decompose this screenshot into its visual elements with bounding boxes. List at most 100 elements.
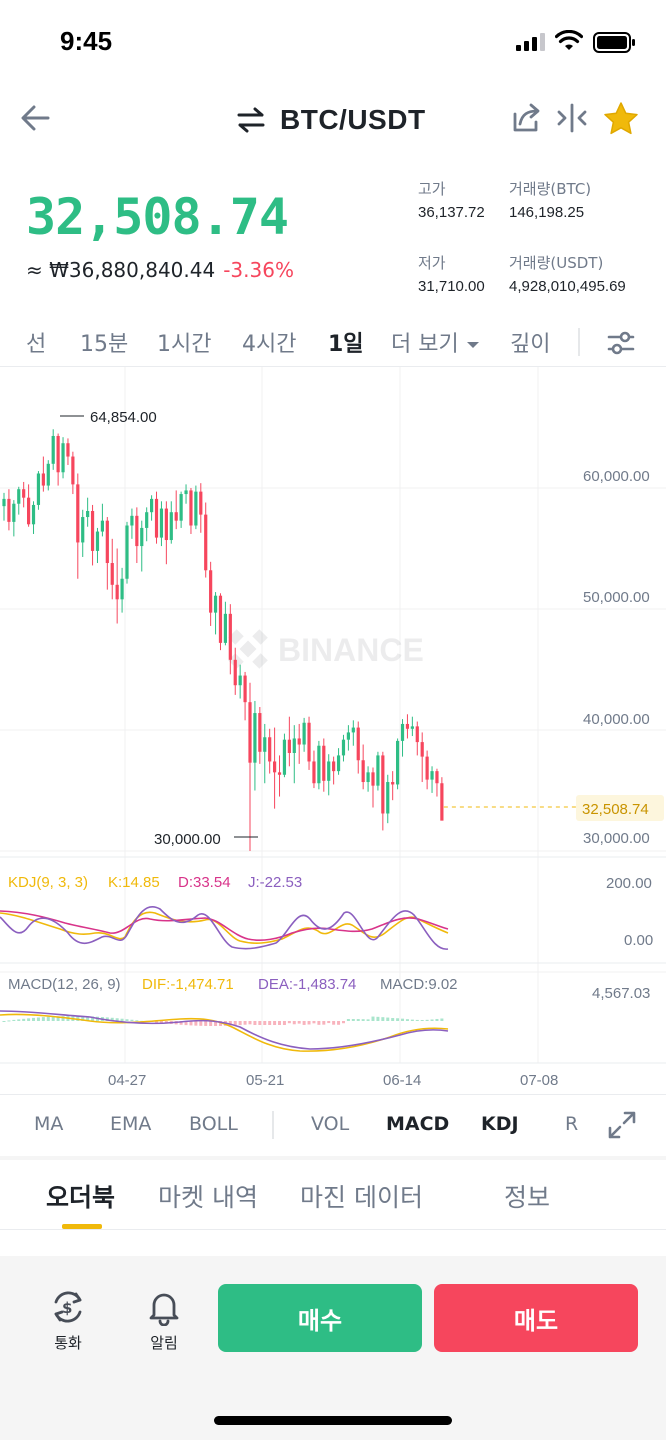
- indicator-vol[interactable]: VOL: [311, 1113, 350, 1135]
- pair-selector[interactable]: BTC/USDT: [236, 100, 426, 140]
- candle-body: [307, 722, 311, 762]
- candle-body: [130, 515, 134, 526]
- candle-body: [76, 484, 80, 543]
- candle-body: [56, 435, 60, 473]
- active-tab-indicator: [62, 1224, 102, 1229]
- macd-bar: [401, 1018, 405, 1021]
- tf-more[interactable]: 더 보기: [391, 326, 481, 358]
- macd-bar: [228, 1021, 232, 1026]
- tab-info[interactable]: 정보: [504, 1183, 551, 1212]
- back-arrow-icon[interactable]: [16, 98, 56, 138]
- macd-bar: [233, 1021, 237, 1026]
- candle-body: [243, 675, 247, 703]
- macd-bar: [189, 1021, 193, 1026]
- candle-body: [233, 659, 237, 686]
- candle-body: [420, 742, 424, 757]
- high-label: 고가: [418, 180, 446, 198]
- bell-icon: [149, 1293, 179, 1327]
- chart-area[interactable]: BINANCE 64,854.00 30,000.00 60,000.00 50…: [0, 366, 666, 1092]
- macd-bar: [248, 1021, 252, 1025]
- binance-watermark: BINANCE: [228, 629, 424, 669]
- kdj-k: K:14.85: [108, 874, 160, 891]
- candle-body: [425, 756, 429, 780]
- macd-bar: [405, 1019, 409, 1021]
- macd-bar: [302, 1021, 306, 1025]
- krw-price: ≈ ₩36,880,840.44: [26, 258, 216, 282]
- candle-body: [322, 745, 326, 781]
- macd-bar: [268, 1021, 272, 1025]
- candle-body: [371, 772, 375, 786]
- macd-bar: [125, 1019, 129, 1021]
- price-conversion: ≈ ₩36,880,840.44 -3.36%: [26, 258, 294, 282]
- tf-4h[interactable]: 4시간: [242, 332, 297, 357]
- low-label: 저가: [418, 254, 446, 272]
- indicator-ma[interactable]: MA: [34, 1113, 64, 1135]
- candle-body: [174, 512, 178, 521]
- candle-body: [332, 761, 336, 772]
- tf-depth[interactable]: 깊이: [510, 332, 551, 357]
- candle-body: [297, 738, 301, 745]
- status-time: 9:45: [60, 26, 113, 56]
- indicator-ema[interactable]: EMA: [110, 1113, 152, 1135]
- compare-icon[interactable]: [554, 100, 590, 136]
- volume-usdt-value: 4,928,010,495.69: [509, 278, 626, 295]
- candle-body: [145, 512, 149, 528]
- candle-body: [51, 435, 55, 464]
- chart-settings-icon[interactable]: [606, 328, 636, 358]
- candle-body: [71, 456, 75, 485]
- price-chart[interactable]: BINANCE 64,854.00 30,000.00 60,000.00 50…: [0, 367, 666, 1093]
- tab-market-trades[interactable]: 마켓 내역: [158, 1183, 258, 1212]
- candle-body: [287, 739, 291, 753]
- macd-dea-line: [0, 1010, 449, 1050]
- macd-bar: [440, 1018, 444, 1021]
- candle-body: [405, 723, 410, 729]
- max-marker: 64,854.00: [60, 409, 157, 426]
- chart-grid: [0, 367, 666, 1063]
- macd-bar: [2, 1021, 6, 1022]
- candle-body: [27, 497, 31, 525]
- indicator-boll[interactable]: BOLL: [189, 1113, 238, 1135]
- tf-15m[interactable]: 15분: [80, 332, 129, 357]
- fullscreen-icon[interactable]: [606, 1109, 638, 1141]
- candles-layer: [2, 429, 444, 851]
- tf-line[interactable]: 선: [26, 332, 47, 357]
- timeframe-row: 선 15분 1시간 4시간 1일 더 보기 깊이: [0, 320, 666, 366]
- indicator-macd[interactable]: MACD: [386, 1113, 450, 1135]
- tab-margin-data[interactable]: 마진 데이터: [300, 1183, 423, 1212]
- macd-bar: [430, 1019, 434, 1021]
- kdj-j: J:-22.53: [248, 874, 302, 891]
- indicator-row: MA EMA BOLL VOL MACD KDJ R: [0, 1094, 666, 1154]
- macd-bar: [337, 1021, 341, 1025]
- share-icon[interactable]: [508, 100, 544, 136]
- macd-bar: [410, 1019, 414, 1021]
- tf-1h[interactable]: 1시간: [157, 332, 212, 357]
- candle-body: [282, 739, 287, 775]
- buy-button[interactable]: 매수: [218, 1284, 422, 1352]
- tf-1d[interactable]: 1일: [328, 332, 364, 357]
- macd-bar: [312, 1021, 316, 1024]
- macd-bar: [41, 1017, 45, 1021]
- indicator-rsi[interactable]: R: [565, 1113, 579, 1135]
- svg-text:$: $: [62, 1299, 72, 1317]
- candle-body: [2, 498, 6, 507]
- macd-value: MACD:9.02: [380, 976, 458, 993]
- macd-bar: [351, 1019, 355, 1021]
- candle-body: [31, 504, 36, 525]
- alert-button[interactable]: 알림: [134, 1288, 194, 1353]
- candle-body: [22, 489, 26, 498]
- macd-bar: [307, 1021, 311, 1025]
- candle-body: [218, 595, 223, 643]
- sell-button[interactable]: 매도: [434, 1284, 638, 1352]
- tab-orderbook[interactable]: 오더북: [46, 1183, 116, 1212]
- convert-button[interactable]: $ 통화: [38, 1288, 98, 1353]
- macd-bar: [32, 1017, 36, 1021]
- macd-label: MACD(12, 26, 9): [8, 976, 121, 993]
- macd-bar: [396, 1018, 400, 1021]
- macd-bar: [209, 1021, 213, 1026]
- candle-body: [435, 771, 439, 784]
- favorite-star-icon[interactable]: [602, 100, 640, 138]
- candle-body: [115, 584, 119, 600]
- macd-bar: [238, 1021, 242, 1026]
- price-axis-60000: 60,000.00: [583, 468, 650, 485]
- indicator-kdj[interactable]: KDJ: [481, 1113, 519, 1135]
